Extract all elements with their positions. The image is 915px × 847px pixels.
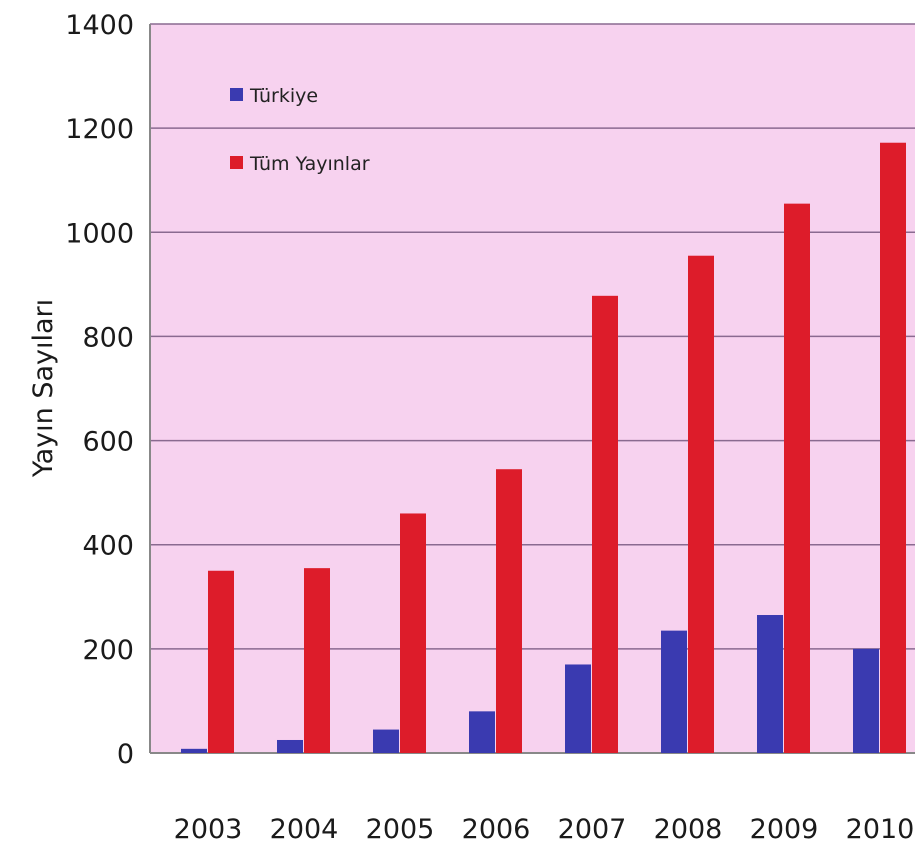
y-tick-label: 1000 — [65, 218, 134, 249]
x-tick-label: 2003 — [174, 814, 243, 845]
x-tick-labels: 2003 2004 2005 2006 2007 2008 2009 2010 — [174, 814, 915, 845]
y-tick-label: 400 — [82, 531, 134, 562]
y-tick-label: 1400 — [65, 10, 134, 41]
x-tick-label: 2009 — [750, 814, 819, 845]
x-tick-label: 2004 — [270, 814, 339, 845]
legend-label: Tüm Yayınlar — [249, 153, 370, 175]
bar-2005-tum-yayinlar — [400, 513, 426, 753]
x-tick-label: 2007 — [558, 814, 627, 845]
y-axis-label: Yayın Sayıları — [28, 299, 59, 478]
bar-2010-turkiye — [853, 648, 879, 753]
bar-2005-turkiye — [373, 729, 399, 753]
x-tick-label: 2006 — [462, 814, 531, 845]
y-tick-label: 200 — [82, 635, 134, 666]
bar-2009-turkiye — [757, 615, 783, 753]
bar-2008-tum-yayinlar — [688, 255, 714, 754]
bar-2007-tum-yayinlar — [592, 295, 618, 753]
y-tick-label: 1200 — [65, 114, 134, 145]
x-tick-label: 2008 — [654, 814, 723, 845]
x-tick-label: 2010 — [846, 814, 915, 845]
y-tick-labels: 0 200 400 600 800 1000 1200 1400 — [65, 10, 134, 770]
legend: Türkiye Tüm Yayınlar — [230, 85, 370, 175]
bar-2006-tum-yayinlar — [496, 469, 522, 753]
y-tick-label: 0 — [117, 739, 134, 770]
bar-2004-tum-yayinlar — [304, 568, 330, 753]
bar-2003-turkiye — [181, 748, 207, 753]
legend-swatch — [230, 156, 243, 169]
bar-2004-turkiye — [277, 739, 303, 753]
legend-swatch — [230, 88, 243, 101]
y-tick-label: 600 — [82, 427, 134, 458]
bar-2007-turkiye — [565, 664, 591, 753]
bar-2003-tum-yayinlar — [208, 570, 234, 753]
y-tick-label: 800 — [82, 322, 134, 353]
gridlines — [150, 23, 915, 650]
bar-2008-turkiye — [661, 630, 687, 753]
bar-2010-tum-yayinlar — [880, 142, 906, 754]
bar-2009-tum-yayinlar — [784, 203, 810, 753]
bar-2006-turkiye — [469, 711, 495, 753]
bars — [181, 142, 906, 754]
legend-label: Türkiye — [249, 85, 318, 107]
x-tick-label: 2005 — [366, 814, 435, 845]
